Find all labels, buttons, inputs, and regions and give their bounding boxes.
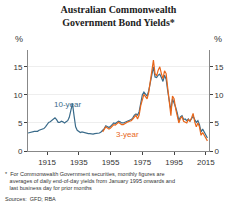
- svg-text:1915: 1915: [38, 158, 56, 167]
- svg-text:0: 0: [18, 147, 23, 156]
- svg-text:5: 5: [18, 119, 23, 128]
- svg-text:15: 15: [13, 63, 22, 72]
- svg-text:* For Commonwealth Government: * For Commonwealth Government securities…: [5, 171, 175, 191]
- svg-text:10: 10: [13, 91, 22, 100]
- svg-text:5: 5: [215, 119, 220, 128]
- svg-text:1975: 1975: [133, 158, 151, 167]
- svg-text:Australian CommonwealthGovernm: Australian CommonwealthGovernment Bond Y…: [61, 4, 177, 28]
- svg-text:1995: 1995: [165, 158, 183, 167]
- svg-text:10: 10: [215, 91, 224, 100]
- svg-text:15: 15: [215, 63, 224, 72]
- svg-text:Sources: GFD; RBA: Sources: GFD; RBA: [5, 196, 56, 202]
- svg-text:1935: 1935: [70, 158, 88, 167]
- svg-text:3-year: 3-year: [116, 130, 139, 139]
- svg-text:%: %: [214, 34, 222, 44]
- svg-text:2015: 2015: [197, 158, 215, 167]
- svg-text:%: %: [15, 34, 23, 44]
- svg-text:1955: 1955: [102, 158, 120, 167]
- svg-text:10-year: 10-year: [54, 100, 81, 109]
- svg-text:0: 0: [215, 147, 220, 156]
